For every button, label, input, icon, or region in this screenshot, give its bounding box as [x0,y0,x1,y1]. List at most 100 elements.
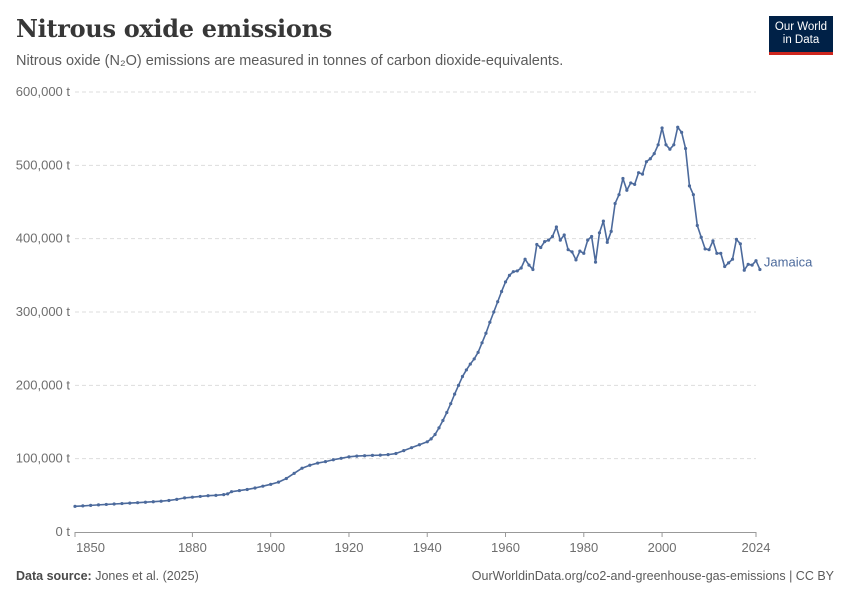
data-point[interactable] [719,251,723,255]
data-point[interactable] [558,238,562,242]
data-point[interactable] [660,126,664,130]
data-point[interactable] [664,143,668,147]
data-point[interactable] [625,188,629,192]
data-point[interactable] [316,461,320,465]
data-point[interactable] [515,269,519,273]
data-point[interactable] [672,143,676,147]
data-point[interactable] [609,229,613,233]
data-point[interactable] [120,501,124,506]
data-point[interactable] [597,231,602,235]
data-point[interactable] [276,480,281,484]
data-point[interactable] [445,410,449,415]
data-point[interactable] [703,247,707,251]
data-point[interactable] [441,418,445,423]
data-point[interactable] [261,484,265,488]
data-point[interactable] [687,184,692,188]
data-point[interactable] [484,331,488,335]
data-point[interactable] [519,266,523,270]
data-point[interactable] [136,501,140,505]
data-point[interactable] [468,362,472,366]
data-point[interactable] [128,501,132,505]
data-source-value[interactable]: Jones et al. (2025) [95,569,199,583]
data-point[interactable] [159,499,163,503]
data-point[interactable] [621,176,625,181]
data-point[interactable] [437,426,441,430]
data-point[interactable] [546,238,551,242]
data-point[interactable] [593,260,598,264]
data-point[interactable] [507,273,512,277]
data-point[interactable] [730,257,735,261]
data-point[interactable] [394,451,398,456]
data-point[interactable] [644,160,649,164]
data-point[interactable] [182,496,187,500]
data-point[interactable] [89,503,93,507]
data-point[interactable] [636,171,641,175]
data-point[interactable] [476,350,480,354]
data-point[interactable] [214,493,218,497]
data-point[interactable] [750,263,754,267]
data-point[interactable] [527,263,531,267]
data-point[interactable] [723,264,727,269]
data-point[interactable] [269,482,273,486]
data-point[interactable] [386,453,390,457]
data-point[interactable] [96,503,101,507]
data-point[interactable] [570,250,574,254]
data-point[interactable] [676,125,680,129]
data-point[interactable] [81,504,85,508]
data-point[interactable] [226,492,230,496]
data-point[interactable] [554,225,558,229]
data-point[interactable] [648,157,652,161]
data-point[interactable] [629,181,633,185]
data-point[interactable] [699,235,703,239]
data-point[interactable] [539,245,543,250]
data-point[interactable] [652,152,656,156]
data-point[interactable] [409,446,414,450]
data-point[interactable] [456,383,461,387]
data-point[interactable] [656,143,660,147]
data-point[interactable] [574,258,578,262]
data-point[interactable] [198,494,202,499]
data-point[interactable] [323,460,328,464]
data-point[interactable] [175,497,179,501]
data-point[interactable] [683,146,688,151]
data-point[interactable] [464,368,468,372]
data-point[interactable] [480,341,484,345]
source-url-link[interactable]: OurWorldinData.org/co2-and-greenhouse-ga… [471,569,834,583]
data-point[interactable] [167,498,171,503]
data-point[interactable] [640,172,645,176]
data-point[interactable] [500,289,504,294]
data-point[interactable] [112,502,116,506]
data-point[interactable] [691,193,695,197]
data-point[interactable] [363,454,367,458]
data-point[interactable] [734,237,739,241]
data-point[interactable] [347,455,351,459]
data-point[interactable] [711,239,715,243]
data-point[interactable] [222,493,226,497]
data-point[interactable] [417,443,422,447]
data-point[interactable] [449,402,453,406]
data-point[interactable] [378,453,382,457]
data-point[interactable] [707,248,711,252]
data-point[interactable] [206,494,210,498]
data-point[interactable] [695,223,699,228]
data-point[interactable] [754,259,758,263]
data-point[interactable] [308,463,312,467]
data-point[interactable] [550,234,555,239]
data-point[interactable] [531,267,535,272]
data-point[interactable] [738,242,742,246]
data-point[interactable] [680,130,684,134]
data-point[interactable] [492,310,496,314]
data-point[interactable] [402,449,406,453]
data-point[interactable] [300,466,304,470]
data-point[interactable] [143,500,148,504]
data-point[interactable] [292,471,296,475]
data-point[interactable] [355,454,359,458]
data-point[interactable] [73,504,77,508]
data-point[interactable] [617,193,621,197]
data-point[interactable] [715,251,719,255]
data-point[interactable] [613,201,617,206]
data-point[interactable] [543,240,547,244]
data-point[interactable] [511,270,515,274]
data-point[interactable] [284,476,288,481]
data-point[interactable] [605,240,609,244]
